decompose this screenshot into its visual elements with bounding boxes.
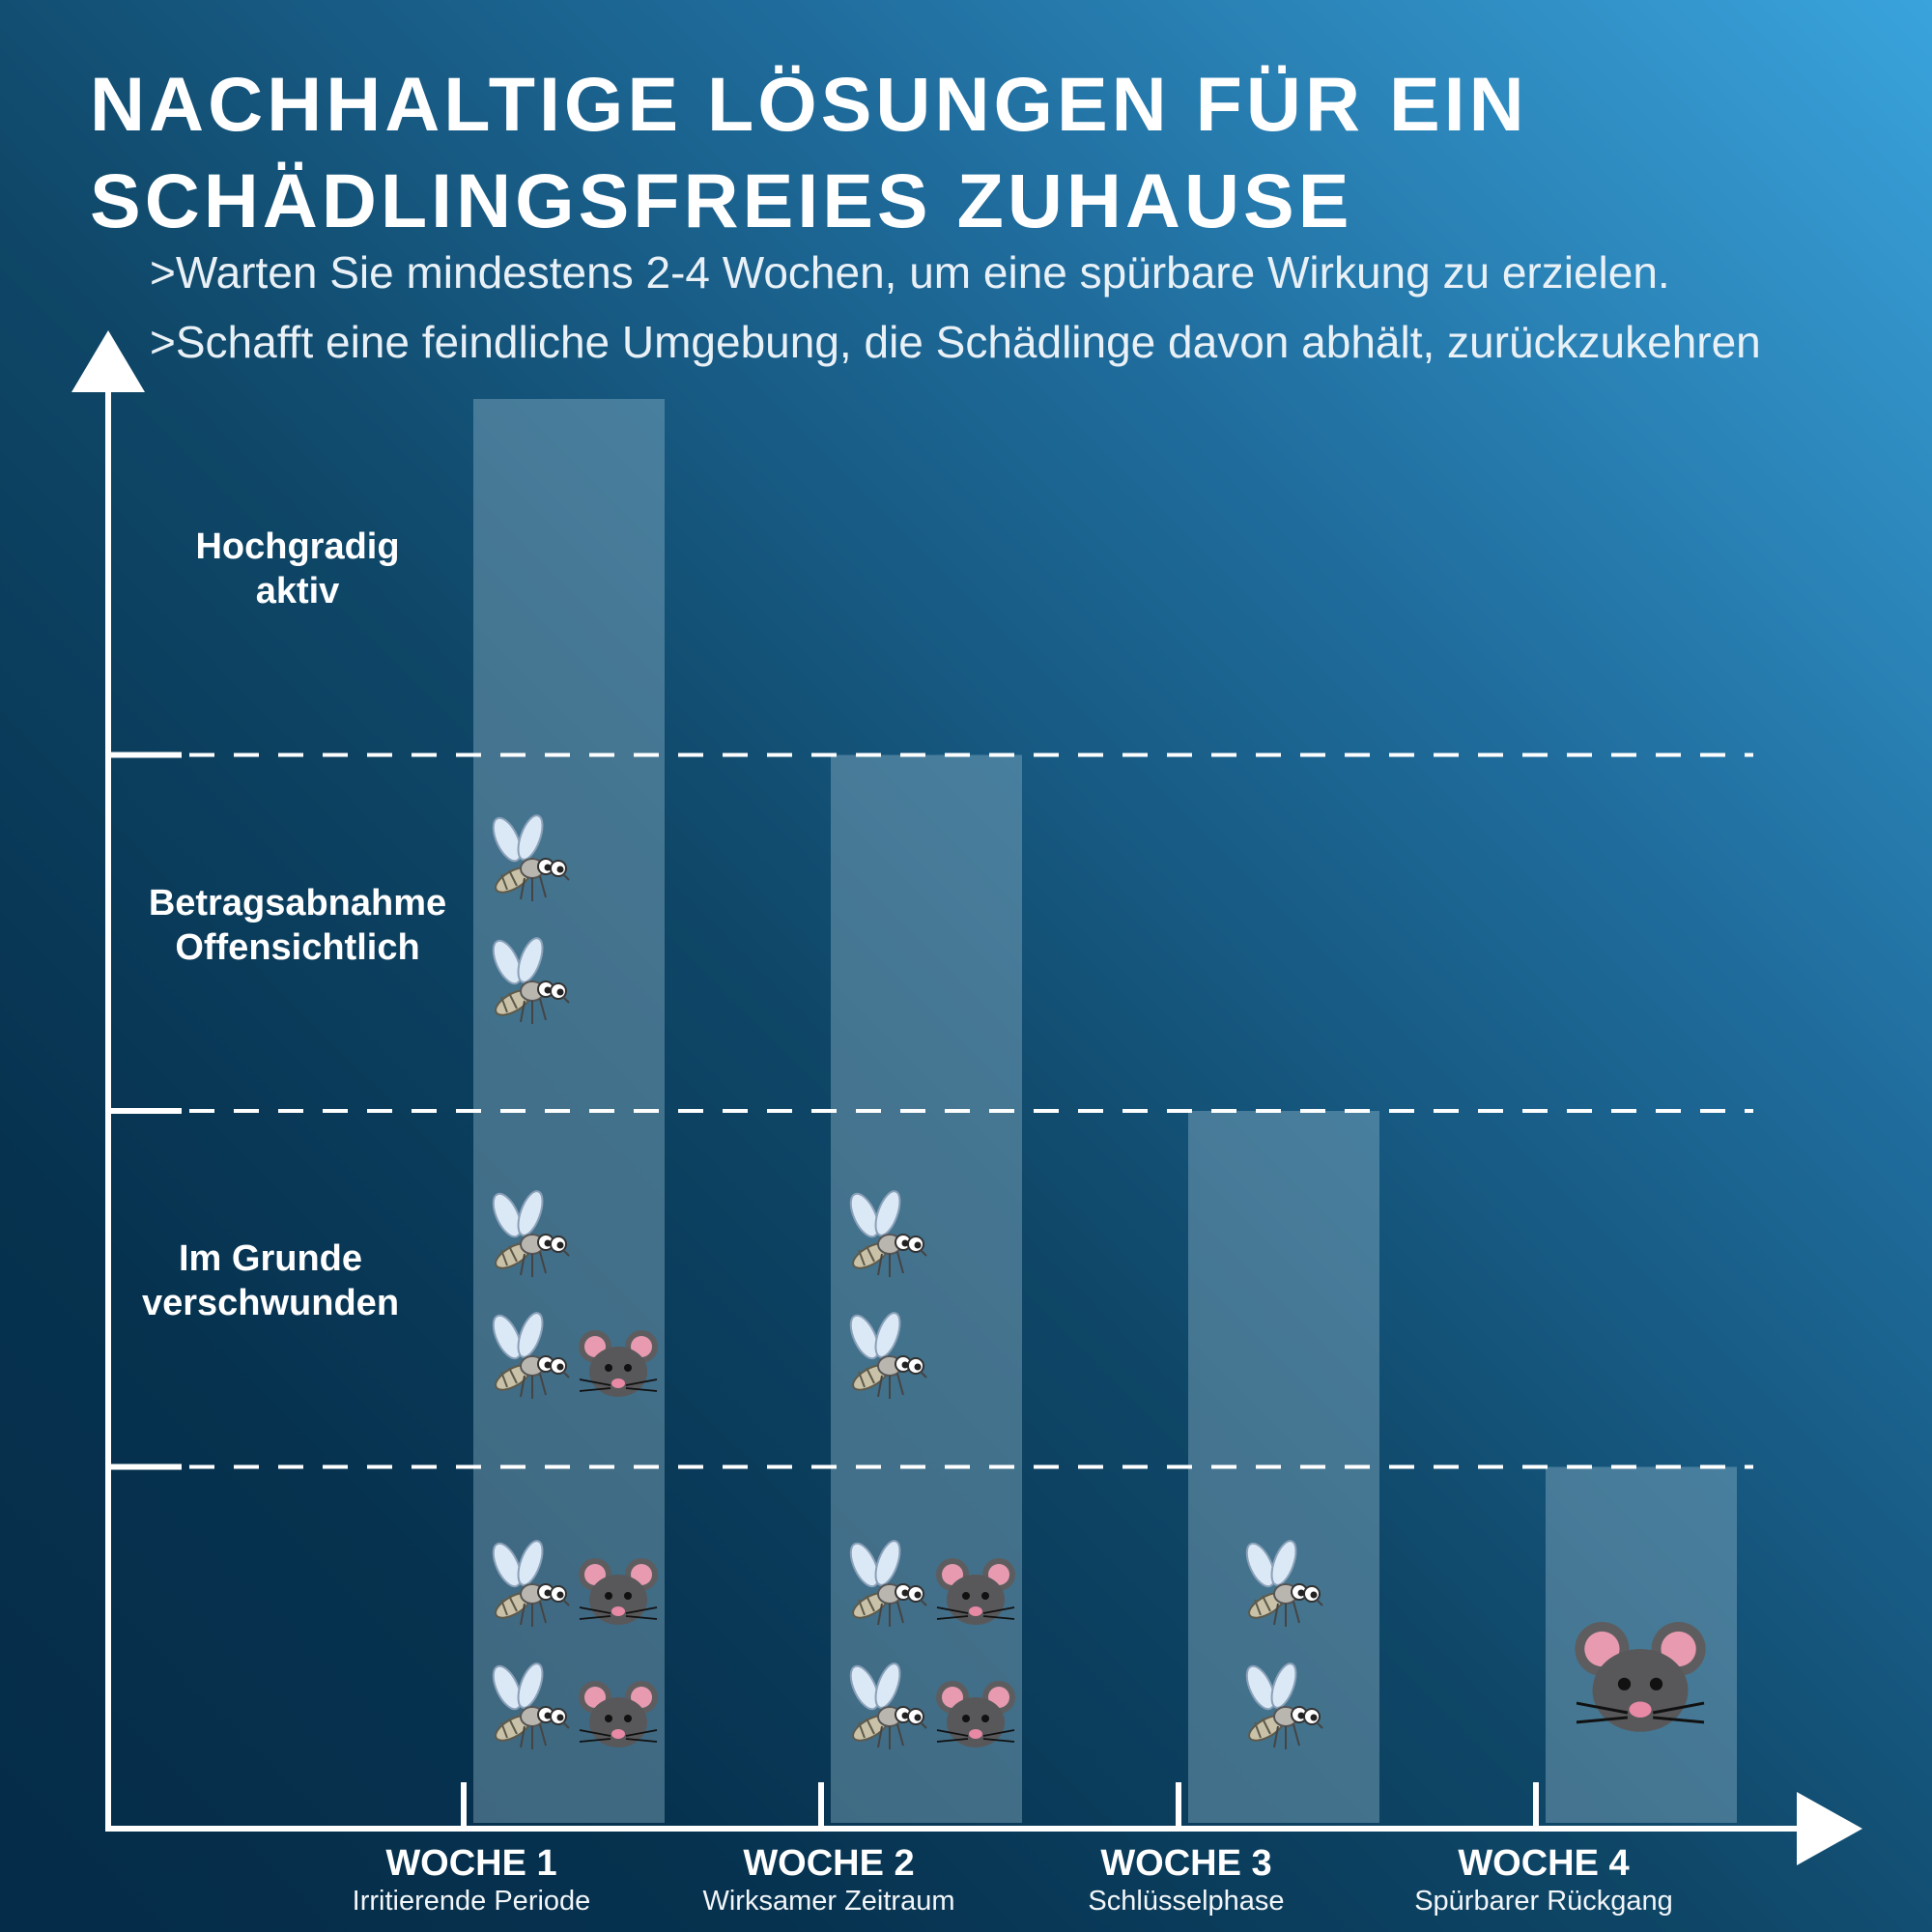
x-tick-label: WOCHE 4 xyxy=(1458,1843,1630,1884)
page-title: NACHHALTIGE LÖSUNGEN FÜR EIN SCHÄDLINGSF… xyxy=(90,56,1829,249)
y-level-label-line: Betragsabnahme xyxy=(148,882,447,923)
x-sub-label: Schlüsselphase xyxy=(1088,1886,1285,1917)
y-level-label-line: verschwunden xyxy=(141,1283,400,1324)
bar-week-4 xyxy=(1546,1466,1737,1823)
y-level-label-3: Hochgradig aktiv xyxy=(124,525,471,613)
week-label-4: WOCHE 4 Spürbarer Rückgang xyxy=(1370,1842,1718,1918)
title-line-1: NACHHALTIGE LÖSUNGEN FÜR EIN xyxy=(90,61,1528,147)
y-level-label-2: Betragsabnahme Offensichtlich xyxy=(124,881,471,970)
x-sub-label: Wirksamer Zeitraum xyxy=(702,1886,955,1917)
y-level-label-line: aktiv xyxy=(255,571,340,612)
x-sub-label: Spürbarer Rückgang xyxy=(1414,1886,1673,1917)
bar-week-2 xyxy=(831,754,1022,1823)
y-level-label-1: Im Grunde verschwunden xyxy=(97,1236,444,1325)
gridlines-group xyxy=(108,752,1753,1470)
y-axis-arrow xyxy=(71,330,145,392)
week-label-2: WOCHE 2 Wirksamer Zeitraum xyxy=(655,1842,1003,1918)
y-level-label-line: Hochgradig xyxy=(195,526,400,568)
y-level-label-line: Offensichtlich xyxy=(175,926,420,968)
y-level-label-line: Im Grunde xyxy=(178,1238,363,1280)
x-tick-label: WOCHE 2 xyxy=(743,1843,915,1884)
week-label-1: WOCHE 1 Irritierende Periode xyxy=(298,1842,645,1918)
x-sub-label: Irritierende Periode xyxy=(352,1886,591,1917)
x-tick-label: WOCHE 1 xyxy=(385,1843,557,1884)
title-line-2: SCHÄDLINGSFREIES ZUHAUSE xyxy=(90,157,1353,243)
pest-icons-group xyxy=(486,811,1708,1750)
week-label-3: WOCHE 3 Schlüsselphase xyxy=(1012,1842,1360,1918)
note-2: >Schafft eine feindliche Umgebung, die S… xyxy=(150,317,1761,367)
axes-group xyxy=(71,330,1862,1865)
note-1: >Warten Sie mindestens 2-4 Wochen, um ei… xyxy=(150,247,1670,298)
x-tick-label: WOCHE 3 xyxy=(1100,1843,1272,1884)
x-axis-arrow xyxy=(1797,1792,1862,1865)
